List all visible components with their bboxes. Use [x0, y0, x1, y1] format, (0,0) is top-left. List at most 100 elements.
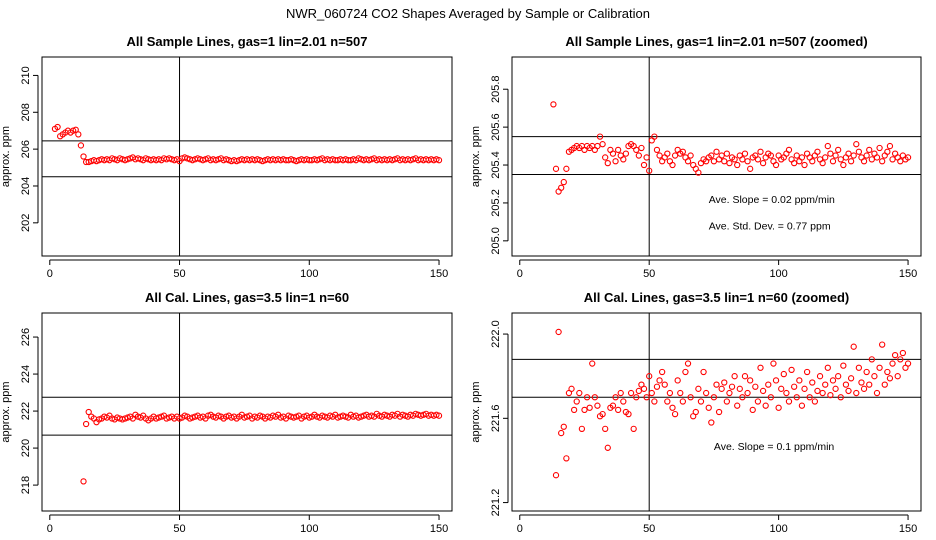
data-point — [904, 360, 912, 367]
chart-annotation: Ave. Slope = 0.1 ppm/min — [714, 441, 834, 453]
y-tick-label: 202 — [20, 214, 32, 232]
data-point — [594, 142, 601, 150]
x-tick-label: 50 — [173, 268, 185, 280]
data-point — [710, 158, 718, 165]
x-tick-label: 100 — [300, 523, 318, 535]
data-point — [884, 148, 891, 155]
chart-title: All Cal. Lines, gas=3.5 lin=1 n=60 (zoom… — [584, 290, 850, 305]
data-point — [671, 152, 679, 159]
data-point — [783, 389, 790, 397]
data-point — [638, 144, 645, 152]
y-tick-label: 222 — [20, 402, 32, 420]
data-point — [723, 398, 731, 405]
data-point — [845, 387, 852, 395]
data-point — [855, 364, 863, 371]
y-axis-label: approx. ppm — [0, 126, 12, 187]
data-point — [791, 383, 798, 390]
y-tick-label: 204 — [20, 177, 32, 195]
data-point — [646, 167, 653, 174]
plot-frame — [41, 312, 453, 512]
data-point — [866, 146, 873, 154]
data-point — [741, 373, 749, 380]
data-point — [573, 398, 580, 405]
data-point — [713, 381, 720, 388]
data-point — [734, 402, 741, 409]
data-point — [770, 360, 777, 367]
y-tick-label: 218 — [20, 476, 32, 494]
data-point — [881, 381, 888, 388]
data-point — [560, 178, 567, 186]
data-point — [814, 387, 821, 395]
page-title: NWR_060724 CO2 Shapes Averaged by Sample… — [286, 6, 650, 21]
data-point — [635, 152, 642, 159]
data-point — [604, 444, 611, 451]
data-point — [868, 156, 875, 163]
data-point — [578, 425, 586, 433]
data-point — [646, 373, 653, 380]
data-point — [72, 126, 79, 133]
chart-annotation: Ave. Std. Dev. = 0.77 ppm — [709, 220, 831, 232]
data-point — [824, 142, 831, 150]
data-point — [669, 404, 676, 411]
data-point — [620, 398, 627, 405]
data-point — [736, 385, 743, 392]
x-tick-label: 100 — [769, 268, 787, 280]
data-point — [435, 157, 443, 164]
x-tick-label: 150 — [899, 268, 917, 280]
data-point — [904, 154, 912, 161]
data-point — [726, 389, 733, 397]
data-point — [627, 389, 635, 397]
data-point — [840, 161, 847, 169]
chart-panel-4: All Cal. Lines, gas=3.5 lin=1 n=60 (zoom… — [470, 290, 922, 535]
data-point — [604, 159, 611, 167]
data-point — [767, 152, 775, 159]
data-point — [609, 150, 617, 157]
data-point — [576, 389, 583, 397]
data-point — [75, 131, 82, 138]
data-point — [633, 394, 640, 401]
data-point — [82, 420, 90, 428]
data-point — [602, 154, 609, 161]
data-point — [850, 152, 857, 159]
y-tick-label: 208 — [20, 103, 32, 121]
data-point — [868, 356, 875, 363]
data-point — [829, 377, 837, 384]
data-point — [809, 379, 816, 386]
data-point — [718, 152, 725, 159]
x-tick-label: 100 — [769, 523, 787, 535]
data-point — [674, 377, 681, 384]
data-point — [648, 389, 655, 397]
y-axis-label: approx. ppm — [470, 381, 482, 442]
y-tick-label: 205.0 — [490, 227, 502, 255]
data-point — [664, 150, 671, 157]
x-tick-label: 100 — [300, 268, 318, 280]
data-point — [876, 364, 883, 371]
data-point — [811, 398, 819, 405]
data-point — [558, 184, 565, 191]
data-point — [749, 406, 756, 414]
data-point — [791, 159, 798, 167]
data-point — [889, 360, 896, 367]
data-point — [835, 373, 842, 380]
data-point — [759, 387, 767, 395]
x-tick-label: 50 — [173, 523, 185, 535]
data-point — [747, 165, 754, 172]
data-point — [599, 141, 606, 148]
data-point — [700, 368, 707, 376]
data-point — [739, 156, 746, 163]
data-point — [796, 377, 803, 384]
data-point — [721, 158, 728, 165]
data-point — [640, 161, 648, 169]
data-point — [871, 373, 878, 380]
x-tick-label: 50 — [643, 523, 655, 535]
y-tick-label: 222.0 — [490, 320, 502, 348]
data-point — [778, 385, 785, 392]
data-point — [765, 381, 772, 388]
y-tick-label: 220 — [20, 439, 32, 457]
data-point — [793, 394, 800, 401]
data-point — [873, 389, 881, 397]
data-point — [744, 158, 751, 165]
y-tick-label: 205.8 — [490, 75, 502, 103]
data-point — [754, 156, 762, 163]
data-point — [762, 402, 769, 409]
